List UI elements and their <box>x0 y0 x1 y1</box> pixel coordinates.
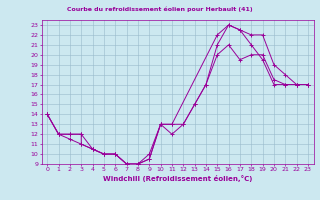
Text: Courbe du refroidissement éolien pour Herbault (41): Courbe du refroidissement éolien pour He… <box>67 6 253 11</box>
X-axis label: Windchill (Refroidissement éolien,°C): Windchill (Refroidissement éolien,°C) <box>103 175 252 182</box>
